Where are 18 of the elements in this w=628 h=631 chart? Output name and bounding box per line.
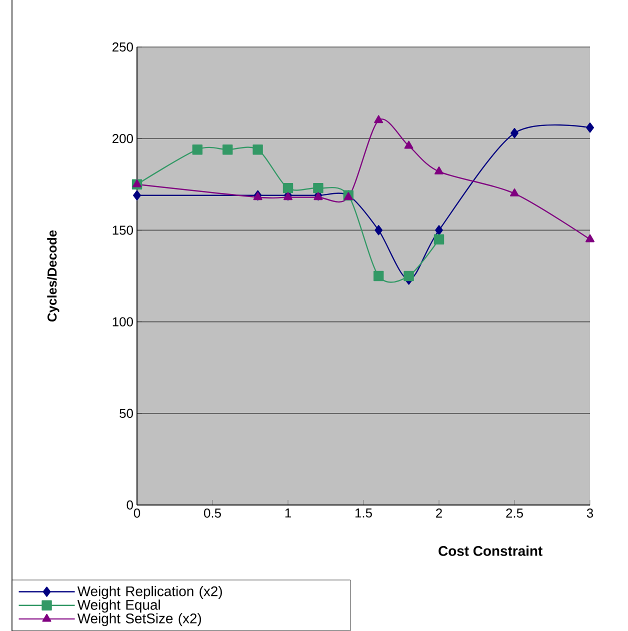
x-tick-label: 1.5 (355, 508, 372, 518)
legend-label: Weight Replication (x2) (77, 586, 222, 599)
x-tick-label: 1 (285, 508, 291, 518)
x-tick-label: 3 (586, 508, 594, 518)
y-tick-label: 150 (112, 226, 133, 235)
x-tick-label: 0 (134, 508, 140, 518)
y-tick-label: 100 (112, 317, 133, 326)
y-tick-label: 0 (126, 500, 133, 510)
y-tick-label: 200 (112, 134, 133, 144)
x-axis-title: Cost Constraint (438, 546, 542, 556)
legend-label: Weight SetSize (x2) (77, 613, 202, 626)
x-tick-label: 2 (436, 508, 442, 518)
y-tick-label: 250 (112, 42, 133, 52)
x-tick-label: 0.5 (204, 508, 221, 518)
y-tick-label: 50 (120, 408, 133, 418)
legend-label: Weight Equal (77, 600, 160, 613)
x-tick-label: 2.5 (506, 508, 523, 518)
y-axis-title: Cycles/Decode (47, 230, 60, 322)
